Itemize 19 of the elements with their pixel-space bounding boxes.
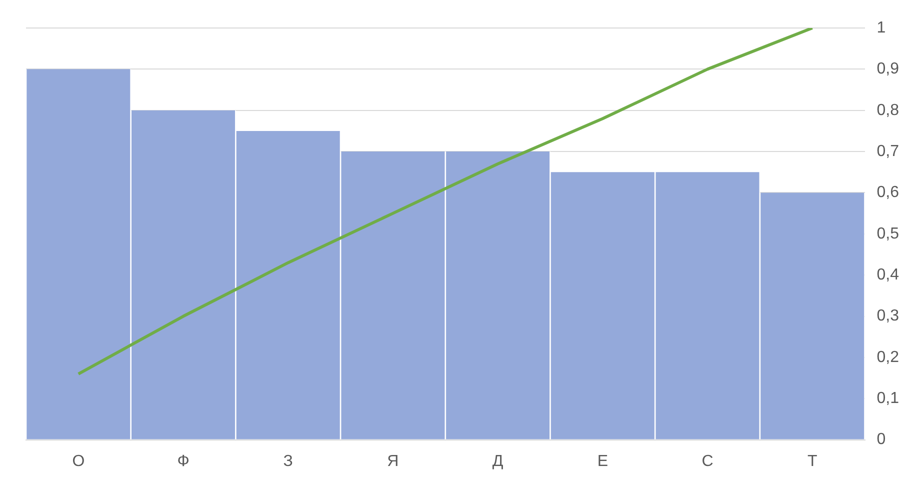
x-tick-label: Д [492,452,504,470]
x-tick-label: Я [387,452,399,470]
y-tick-label: 0,1 [876,390,900,408]
y-tick-label: 0 [876,431,886,448]
x-tick-label: С [702,452,714,470]
y-tick-label: 0,3 [876,308,900,325]
y-tick-label: 1 [876,19,886,36]
y-tick-label: 0,7 [876,142,900,160]
y-tick-label: 0,6 [876,184,900,202]
y-tick-label: 0,2 [876,348,900,366]
x-tick-label: Ф [177,452,190,470]
x-tick-label: О [72,452,85,470]
y-tick-label: 0,8 [876,102,900,119]
x-tick-label: Е [597,452,608,470]
x-tick-label: З [283,452,293,470]
y-tick-label: 0,4 [876,266,900,284]
y-tick-label: 0,5 [876,225,900,242]
x-tick-label: Т [807,452,818,470]
y-tick-label: 0,9 [876,60,900,78]
